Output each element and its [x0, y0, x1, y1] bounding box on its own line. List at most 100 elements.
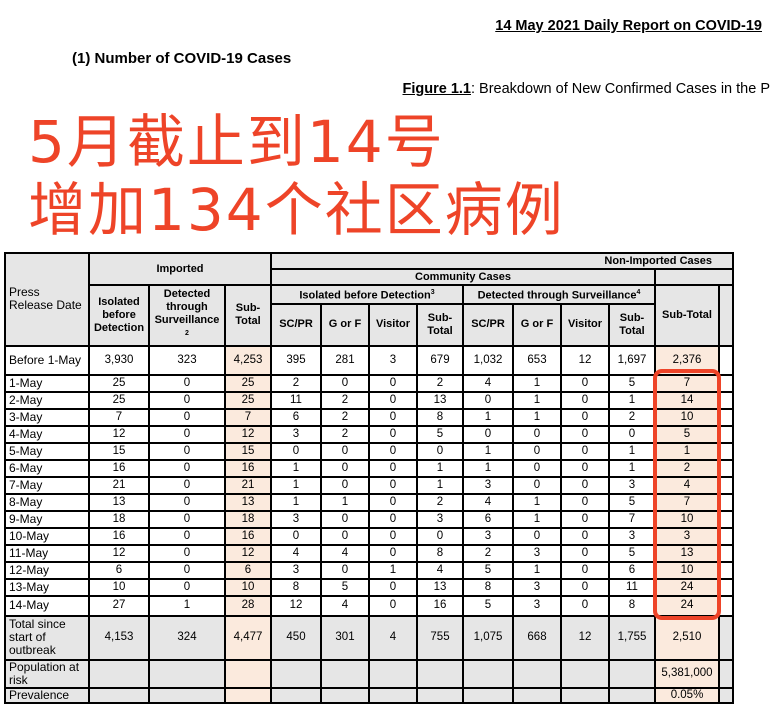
table-cell [224, 658, 272, 689]
table-cell: 1,755 [608, 614, 656, 661]
table-cell: 0 [512, 424, 562, 444]
table-cell: 0 [560, 424, 610, 444]
table-row: 14-May 27 1 28 12 4 0 16 5 3 0 8 24 [4, 594, 734, 617]
table-cell-extra [718, 543, 734, 563]
table-cell: 5 [320, 577, 370, 597]
table-cell: 13 [224, 492, 272, 512]
table-cell: 6 [88, 560, 150, 580]
table-cell: 755 [416, 614, 464, 661]
table-cell: 12 [270, 594, 322, 617]
table-cell: 1 [270, 475, 322, 495]
table-cell: 0 [608, 424, 656, 444]
table-cell: 3 [512, 543, 562, 563]
table-cell: 0 [512, 441, 562, 461]
table-cell-extra [718, 560, 734, 580]
table-cell-extra [718, 658, 734, 689]
table-cell: 3 [270, 509, 322, 529]
table-cell-extra [718, 577, 734, 597]
header-sc-pr: SC/PR [270, 302, 322, 347]
table-row: 8-May 13 0 13 1 1 0 2 4 1 0 5 7 [4, 492, 734, 512]
header-surv-sc-pr: SC/PR [462, 302, 514, 347]
header-imp-surveillance: Detected through Surveillance 2 [148, 284, 226, 347]
table-cell: 2 [320, 407, 370, 427]
table-row: 1-May 25 0 25 2 0 0 2 4 1 0 5 7 [4, 373, 734, 393]
table-cell-extra [718, 441, 734, 461]
table-cell: 8 [416, 543, 464, 563]
table-cell: 1 [320, 492, 370, 512]
header-subtotal: Sub-Total [654, 284, 720, 347]
table-row: 2-May 25 0 25 11 2 0 13 0 1 0 1 14 [4, 390, 734, 410]
table-cell: 0 [368, 407, 418, 427]
table-cell: 0 [368, 424, 418, 444]
table-cell [560, 686, 610, 704]
table-cell: 6 [462, 509, 514, 529]
table-cell: 0 [320, 458, 370, 478]
table-cell: 0 [148, 560, 226, 580]
table-row: 12-May 6 0 6 3 0 1 4 5 1 0 6 10 [4, 560, 734, 580]
table-row: 9-May 18 0 18 3 0 0 3 6 1 0 7 10 [4, 509, 734, 529]
table-cell: 0 [560, 373, 610, 393]
table-cell: 2 [320, 390, 370, 410]
table-body: Before 1-May 3,930 323 4,253 395 281 3 679 1,032… [4, 344, 734, 704]
table-cell: 10 [654, 509, 720, 529]
table-cell: 0 [368, 492, 418, 512]
table-cell: 8 [416, 407, 464, 427]
report-header: 14 May 2021 Daily Report on COVID-19 (1)… [0, 0, 776, 108]
row-date: 6-May [4, 458, 90, 478]
table-cell: 27 [88, 594, 150, 617]
table-row: 13-May 10 0 10 8 5 0 13 8 3 0 11 24 [4, 577, 734, 597]
header-iso-subtotal: Sub-Total [416, 302, 464, 347]
table-cell: 0 [560, 441, 610, 461]
table-cell: 5 [654, 424, 720, 444]
table-cell [270, 686, 322, 704]
header-non-imported: Non-Imported Cases [270, 252, 734, 270]
table-cell: 16 [224, 458, 272, 478]
row-date: 1-May [4, 373, 90, 393]
table-cell: 1 [512, 407, 562, 427]
overlay-text-line1: 5月截止到14号 [28, 108, 445, 176]
table-cell: 0 [320, 509, 370, 529]
table-cell-extra [718, 614, 734, 661]
table-cell [320, 658, 370, 689]
table-cell: 0 [560, 458, 610, 478]
table-cell: 8 [270, 577, 322, 597]
table-cell: 0 [368, 475, 418, 495]
table-cell: 0 [368, 594, 418, 617]
table-cell: 2 [416, 373, 464, 393]
table-cell [462, 658, 514, 689]
table-cell: 5,381,000 [654, 658, 720, 689]
table-cell: 1 [512, 390, 562, 410]
table-cell: 324 [148, 614, 226, 661]
table-cell: 13 [88, 492, 150, 512]
table-cell: 0 [512, 526, 562, 546]
section-heading: (1) Number of COVID-19 Cases [72, 50, 292, 67]
table-cell: 3,930 [88, 344, 150, 376]
table-cell: 0 [320, 560, 370, 580]
table-row: 7-May 21 0 21 1 0 0 1 3 0 0 3 4 [4, 475, 734, 495]
table-cell: 6 [270, 407, 322, 427]
table-cell: 395 [270, 344, 322, 376]
table-cell: 5 [462, 560, 514, 580]
table-cell: 4,153 [88, 614, 150, 661]
row-date: 5-May [4, 441, 90, 461]
table-cell: 3 [270, 560, 322, 580]
table-cell: 0 [148, 543, 226, 563]
row-date: 7-May [4, 475, 90, 495]
table-cell: 0 [320, 373, 370, 393]
table-cell: 24 [654, 594, 720, 617]
row-date: 10-May [4, 526, 90, 546]
table-cell: 668 [512, 614, 562, 661]
table-cell: 1 [270, 458, 322, 478]
table-cell: 2 [320, 424, 370, 444]
table-cell [224, 686, 272, 704]
table-cell: 0 [560, 526, 610, 546]
table-cell: 3 [270, 424, 322, 444]
table-cell: 1 [416, 458, 464, 478]
table-cell: 8 [608, 594, 656, 617]
table-cell-extra [718, 509, 734, 529]
table-row: Before 1-May 3,930 323 4,253 395 281 3 679 1,032… [4, 344, 734, 376]
table-cell: 16 [88, 458, 150, 478]
table-cell: 0 [560, 594, 610, 617]
table-cell: 25 [224, 373, 272, 393]
table-cell: 0 [148, 475, 226, 495]
